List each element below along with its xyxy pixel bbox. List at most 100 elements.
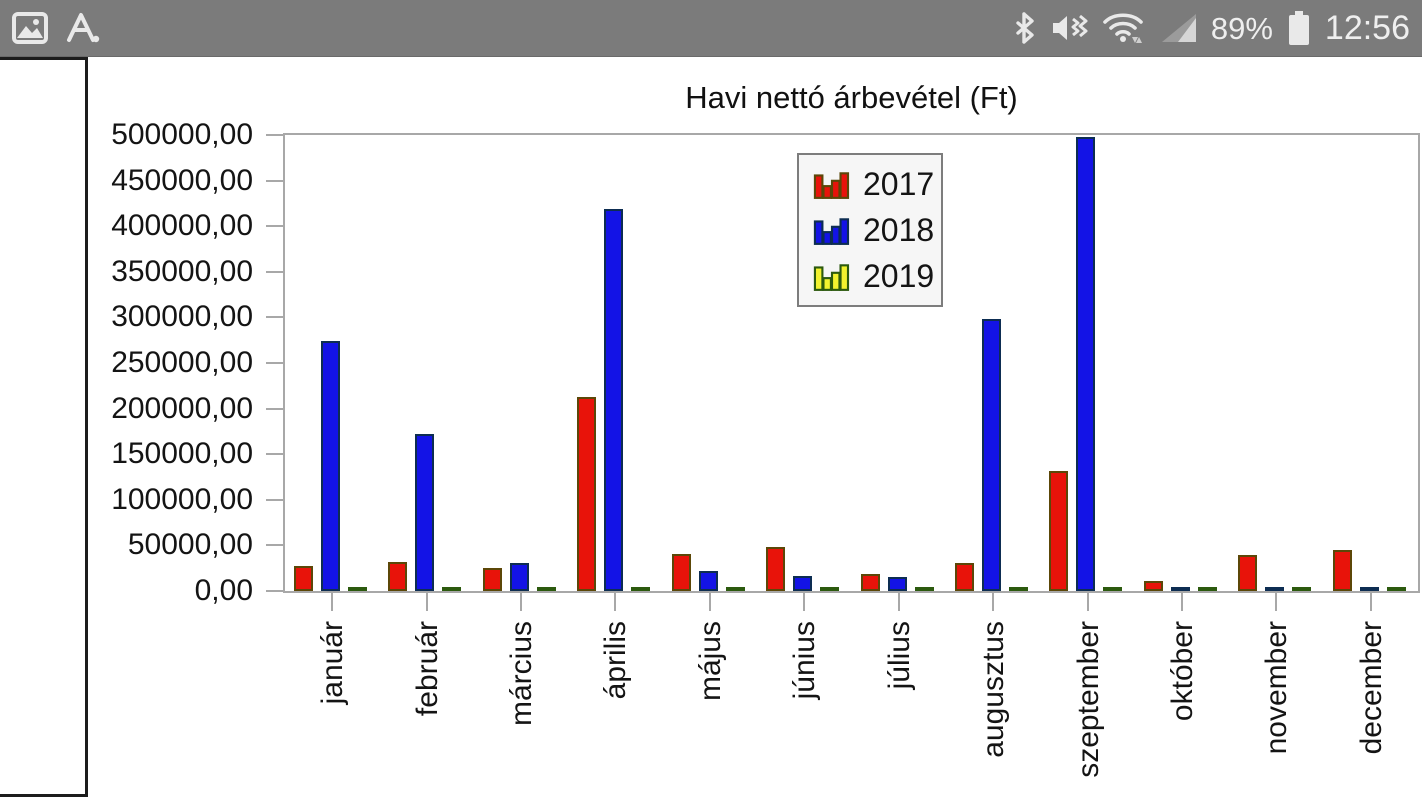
x-axis-tick — [1086, 591, 1089, 611]
x-axis-label: július — [882, 621, 916, 690]
cell-signal-icon — [1161, 14, 1196, 42]
y-axis-label: 500000,00 — [111, 118, 253, 151]
bar-2019-augusztus — [1009, 587, 1028, 591]
x-axis-label: április — [599, 621, 633, 700]
y-axis-tick — [266, 270, 283, 273]
bar-2018-november — [1265, 587, 1284, 591]
mute-vibrate-icon — [1052, 14, 1088, 40]
y-axis-label: 100000,00 — [111, 482, 253, 516]
a-dot-icon — [67, 13, 100, 43]
x-axis-label: január — [316, 621, 350, 705]
y-axis-tick — [266, 134, 283, 136]
bar-2017-szeptember — [1049, 471, 1068, 591]
bar-2019-december — [1387, 587, 1406, 591]
y-axis-tick — [266, 407, 283, 410]
y-axis-tick — [266, 316, 283, 319]
bar-series-swatch-icon — [813, 264, 850, 291]
y-axis-label: 200000,00 — [111, 391, 253, 425]
legend-label: 2019 — [863, 257, 935, 294]
y-axis-label: 50000,00 — [127, 528, 253, 562]
bar-series-swatch-icon — [813, 172, 850, 199]
y-axis-tick — [266, 453, 283, 456]
bar-2017-november — [1238, 555, 1257, 591]
x-axis-label: február — [410, 621, 444, 717]
bar-2019-június — [820, 587, 839, 591]
bar-2018-október — [1171, 587, 1190, 591]
y-axis-tick — [266, 179, 283, 182]
y-axis-label: 250000,00 — [111, 346, 253, 379]
bar-2017-január — [294, 566, 313, 591]
bar-2019-április — [631, 587, 650, 591]
y-axis-tick — [266, 590, 283, 592]
bar-2017-február — [388, 562, 407, 591]
bar-2019-október — [1198, 587, 1217, 591]
bar-2019-november — [1292, 587, 1311, 591]
bar-2019-január — [348, 587, 367, 591]
legend-item-2018: 2018 — [812, 211, 941, 249]
y-axis-tick — [266, 225, 283, 228]
system-status-icons: 89% 12:56 — [1013, 0, 1422, 57]
clock: 12:56 — [1324, 8, 1410, 47]
x-axis-tick — [708, 591, 711, 611]
bar-2018-május — [699, 571, 718, 591]
bar-2019-július — [915, 587, 934, 591]
bar-2017-augusztus — [955, 563, 974, 591]
bar-2017-október — [1144, 581, 1163, 591]
battery-percent: 89% — [1210, 10, 1273, 46]
legend-item-2019: 2019 — [812, 257, 941, 295]
y-axis-label: 350000,00 — [111, 254, 253, 288]
bar-2018-június — [793, 576, 812, 591]
x-axis-tick — [897, 591, 900, 611]
bar-2018-február — [415, 434, 434, 591]
notification-icons — [0, 10, 102, 46]
bar-2017-július — [861, 574, 880, 591]
x-axis-tick — [520, 591, 523, 611]
chart-title: Havi nettó árbevétel (Ft) — [685, 80, 1018, 115]
bar-2018-augusztus — [982, 319, 1001, 591]
chart-legend: 2017 2018 2019 — [797, 153, 943, 307]
legend-label: 2018 — [863, 211, 935, 248]
bar-2019-május — [726, 587, 745, 591]
legend-label: 2017 — [863, 165, 935, 202]
bar-2017-május — [672, 554, 691, 591]
bar-2018-április — [604, 209, 623, 591]
x-axis-tick — [1369, 591, 1372, 611]
y-axis-label: 300000,00 — [111, 300, 253, 334]
bar-2017-december — [1333, 550, 1352, 591]
x-axis-label: május — [693, 621, 727, 702]
legend-item-2017: 2017 — [812, 165, 941, 203]
bar-2019-február — [442, 587, 461, 591]
x-axis-label: augusztus — [977, 621, 1011, 758]
wifi-icon — [1103, 13, 1143, 43]
y-axis-label: 400000,00 — [111, 209, 253, 243]
y-axis-tick — [266, 362, 283, 364]
x-axis-tick — [425, 591, 428, 611]
bar-2017-április — [577, 397, 596, 591]
x-axis-tick — [331, 591, 334, 611]
bar-2018-március — [510, 563, 529, 591]
y-axis-tick — [266, 544, 283, 547]
bar-2018-július — [888, 577, 907, 591]
y-axis-label: 150000,00 — [111, 437, 253, 471]
x-axis-label: november — [1260, 621, 1294, 755]
gallery-icon — [12, 12, 48, 44]
bar-2018-január — [321, 341, 340, 591]
x-axis-tick — [803, 591, 806, 611]
bar-2019-szeptember — [1103, 587, 1122, 591]
y-axis-label: 0,00 — [194, 574, 253, 607]
bar-2017-március — [483, 568, 502, 591]
x-axis-label: október — [1165, 621, 1199, 722]
bar-2018-szeptember — [1076, 137, 1095, 591]
x-axis-tick — [614, 591, 617, 611]
x-axis-label: március — [505, 621, 539, 727]
bar-2017-június — [766, 547, 785, 591]
bar-2019-március — [537, 587, 556, 591]
y-axis-tick — [266, 498, 283, 501]
side-panel[interactable] — [0, 57, 88, 797]
bluetooth-icon — [1016, 12, 1034, 44]
battery-icon — [1288, 11, 1309, 45]
x-axis-tick — [992, 591, 995, 611]
status-bar[interactable]: 89% 12:56 — [0, 0, 1422, 57]
y-axis-label: 450000,00 — [111, 163, 253, 197]
